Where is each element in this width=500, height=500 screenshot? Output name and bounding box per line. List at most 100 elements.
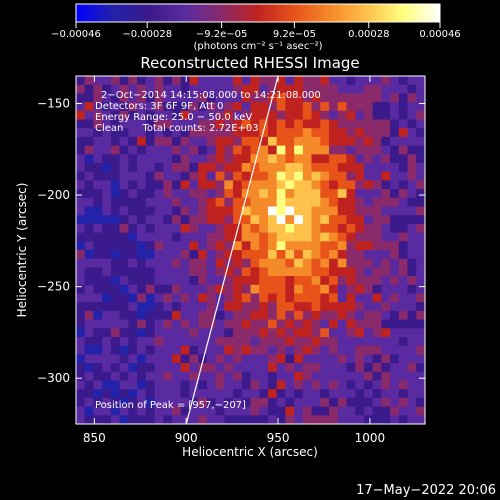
heatmap-cell <box>198 163 208 172</box>
heatmap-cell <box>250 232 260 242</box>
heatmap-cell <box>84 180 94 190</box>
heatmap-cell <box>363 293 373 303</box>
heatmap-cell <box>128 163 138 172</box>
heatmap-cell <box>276 84 286 94</box>
heatmap-cell <box>128 276 138 286</box>
heatmap-cell <box>363 319 373 329</box>
heatmap-cell <box>128 415 138 424</box>
heatmap-cell <box>233 310 243 320</box>
heatmap-cell <box>93 197 103 207</box>
heatmap-cell <box>302 136 312 146</box>
heatmap-cell <box>145 284 155 294</box>
heatmap-cell <box>407 154 417 164</box>
heatmap-cell <box>154 371 164 381</box>
heatmap-cell <box>76 189 86 199</box>
heatmap-cell <box>346 128 356 138</box>
heatmap-cell <box>215 206 225 216</box>
heatmap-cell <box>355 363 365 373</box>
heatmap-cell <box>285 223 295 233</box>
heatmap-cell <box>189 380 199 390</box>
heatmap-cell <box>163 110 173 120</box>
heatmap-cell <box>355 406 365 416</box>
heatmap-cell <box>355 397 365 407</box>
heatmap-cell <box>355 128 365 138</box>
heatmap-cell <box>259 276 269 286</box>
heatmap-cell <box>154 197 164 207</box>
heatmap-cell <box>294 223 304 233</box>
heatmap-cell <box>171 206 181 216</box>
heatmap-cell <box>224 276 234 286</box>
heatmap-cell <box>154 406 164 416</box>
heatmap-cell <box>372 84 382 94</box>
heatmap-cell <box>337 154 347 164</box>
heatmap-cell <box>93 189 103 199</box>
heatmap-cell <box>180 110 190 120</box>
heatmap-cell <box>276 415 286 424</box>
heatmap-cell <box>329 354 339 364</box>
heatmap-cell <box>189 223 199 233</box>
heatmap-cell <box>259 232 269 242</box>
heatmap-cell <box>128 180 138 190</box>
heatmap-cell <box>137 258 147 268</box>
heatmap-cell <box>171 215 181 225</box>
heatmap-cell <box>381 206 391 216</box>
heatmap-cell <box>398 232 408 242</box>
heatmap-cell <box>381 345 391 355</box>
heatmap-cell <box>285 397 295 407</box>
heatmap-cell <box>198 389 208 399</box>
heatmap-cell <box>346 163 356 172</box>
heatmap-cell <box>372 319 382 329</box>
heatmap-cell <box>128 250 138 259</box>
heatmap-cell <box>128 267 138 277</box>
heatmap-cell <box>241 215 251 225</box>
heatmap-cell <box>250 267 260 277</box>
heatmap-cell <box>224 415 234 424</box>
heatmap-cell <box>198 328 208 338</box>
heatmap-cell <box>320 102 330 112</box>
heatmap-cell <box>84 389 94 399</box>
heatmap-cell <box>302 284 312 294</box>
heatmap-cell <box>398 389 408 399</box>
heatmap-cell <box>407 258 417 268</box>
heatmap-cell <box>398 258 408 268</box>
heatmap-cell <box>329 197 339 207</box>
heatmap-cell <box>294 363 304 373</box>
heatmap-cell <box>302 180 312 190</box>
heatmap-cell <box>189 84 199 94</box>
colorbar-tick-label: −9.2e−05 <box>196 29 248 40</box>
heatmap-cell <box>189 345 199 355</box>
heatmap-cell <box>416 363 425 373</box>
heatmap-cell <box>137 128 147 138</box>
heatmap-cell <box>110 197 120 207</box>
heatmap-cell <box>372 102 382 112</box>
heatmap-cell <box>215 389 225 399</box>
heatmap-cell <box>224 328 234 338</box>
heatmap-cell <box>198 345 208 355</box>
heatmap-cell <box>329 415 339 424</box>
heatmap-cell <box>233 110 243 120</box>
heatmap-cell <box>154 154 164 164</box>
heatmap-cell <box>93 284 103 294</box>
heatmap-cell <box>276 284 286 294</box>
heatmap-cell <box>233 267 243 277</box>
heatmap-cell <box>337 93 347 103</box>
heatmap-cell <box>102 328 112 338</box>
heatmap-cell <box>84 319 94 329</box>
heatmap-cell <box>276 232 286 242</box>
heatmap-cell <box>294 241 304 251</box>
heatmap-cell <box>224 371 234 381</box>
heatmap-cell <box>320 145 330 155</box>
heatmap-cell <box>320 371 330 381</box>
heatmap-cell <box>398 223 408 233</box>
heatmap-cell <box>128 241 138 251</box>
heatmap-cell <box>259 128 269 138</box>
heatmap-cell <box>137 189 147 199</box>
heatmap-cell <box>407 223 417 233</box>
heatmap-cell <box>189 406 199 416</box>
heatmap-cell <box>102 319 112 329</box>
heatmap-cell <box>241 250 251 259</box>
heatmap-cell <box>206 310 216 320</box>
heatmap-cell <box>302 310 312 320</box>
heatmap-cell <box>119 197 129 207</box>
heatmap-cell <box>84 415 94 424</box>
